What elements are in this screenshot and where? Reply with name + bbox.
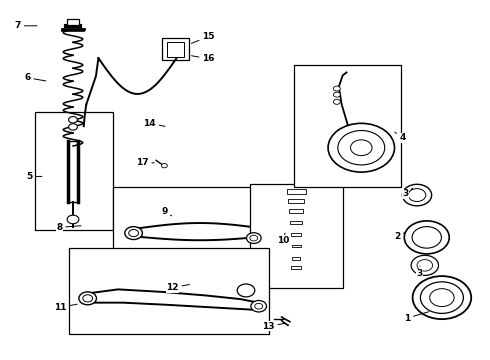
Bar <box>113 187 270 255</box>
Circle shape <box>404 221 449 254</box>
Bar <box>292 245 301 247</box>
Text: 8: 8 <box>56 223 81 232</box>
Circle shape <box>333 86 340 91</box>
Bar <box>250 184 343 288</box>
Text: 3: 3 <box>417 266 423 278</box>
Circle shape <box>333 92 340 97</box>
Circle shape <box>402 184 432 206</box>
Text: 2: 2 <box>394 232 405 241</box>
Text: 16: 16 <box>192 54 215 63</box>
Circle shape <box>408 189 426 202</box>
Circle shape <box>79 292 97 305</box>
Circle shape <box>251 301 267 312</box>
Circle shape <box>69 117 77 123</box>
Text: 5: 5 <box>26 172 42 181</box>
Text: 7: 7 <box>15 21 37 30</box>
Circle shape <box>420 282 464 314</box>
Text: 12: 12 <box>167 283 190 292</box>
Circle shape <box>161 163 167 168</box>
Bar <box>291 221 302 224</box>
Circle shape <box>430 289 454 307</box>
Circle shape <box>246 233 261 243</box>
Circle shape <box>413 276 471 319</box>
Circle shape <box>350 140 372 156</box>
Text: 9: 9 <box>161 207 172 216</box>
Circle shape <box>255 303 263 309</box>
Text: 13: 13 <box>262 322 285 331</box>
Circle shape <box>338 131 385 165</box>
Bar <box>292 266 301 269</box>
Bar <box>35 112 113 230</box>
Text: 3: 3 <box>402 188 413 198</box>
Circle shape <box>67 215 79 224</box>
Circle shape <box>69 124 77 130</box>
Circle shape <box>417 260 433 271</box>
Circle shape <box>411 255 439 275</box>
Circle shape <box>237 284 255 297</box>
Bar <box>293 257 300 260</box>
Text: 4: 4 <box>395 132 406 142</box>
Bar <box>294 65 401 187</box>
Circle shape <box>125 226 143 239</box>
Bar <box>67 19 79 25</box>
Text: 1: 1 <box>404 312 429 323</box>
Bar <box>292 233 301 235</box>
Text: 11: 11 <box>54 303 77 312</box>
Circle shape <box>412 226 441 248</box>
Circle shape <box>83 295 93 302</box>
Bar <box>69 248 270 334</box>
Circle shape <box>129 229 139 237</box>
Bar <box>287 189 306 194</box>
Circle shape <box>250 235 258 241</box>
Text: 10: 10 <box>277 233 289 245</box>
Bar <box>162 39 189 60</box>
Bar <box>290 210 303 213</box>
Text: 14: 14 <box>144 119 165 128</box>
Bar <box>289 199 304 203</box>
Bar <box>167 42 184 57</box>
Circle shape <box>333 99 340 104</box>
Text: 15: 15 <box>192 32 215 44</box>
Circle shape <box>328 123 394 172</box>
Text: 6: 6 <box>24 73 46 82</box>
Text: 17: 17 <box>136 158 154 167</box>
